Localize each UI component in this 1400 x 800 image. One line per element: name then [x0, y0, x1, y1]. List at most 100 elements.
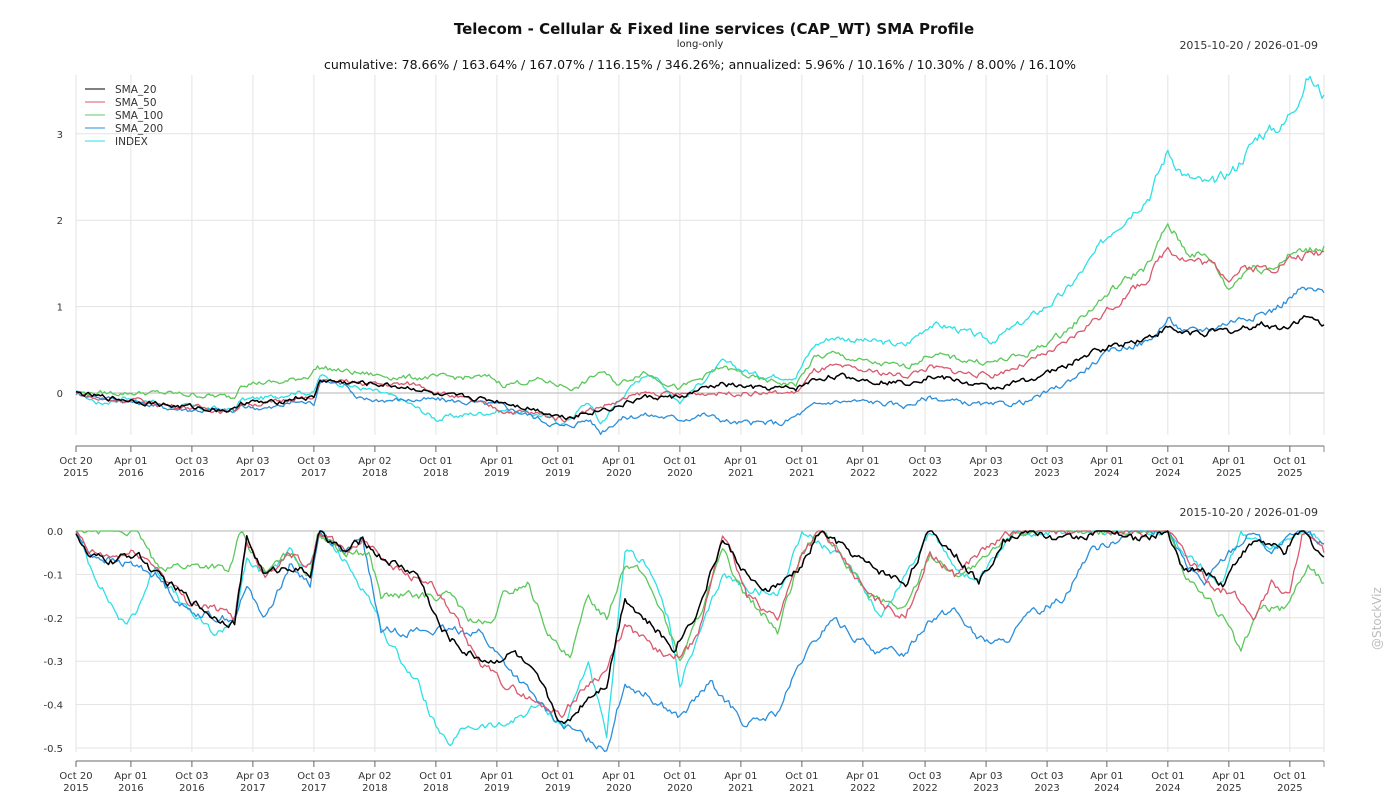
x-tick-label: Apr 01 [1212, 771, 1245, 782]
x-tick-label: 2022 [912, 468, 937, 479]
performance-stats: cumulative: 78.66% / 163.64% / 167.07% /… [323, 57, 1077, 72]
x-tick-label: Apr 01 [1090, 456, 1123, 467]
x-tick-label: 2025 [1277, 468, 1302, 479]
x-tick-label: 2020 [606, 468, 631, 479]
date-range-bottom: 2015-10-20 / 2026-01-09 [1179, 506, 1318, 519]
series-line-sma-100 [75, 223, 1325, 400]
x-tick-label: 2023 [973, 783, 998, 794]
x-tick-label: 2018 [362, 783, 387, 794]
series-line-sma-50 [75, 530, 1325, 719]
series-line-sma-20 [75, 315, 1325, 421]
x-tick-label: Oct 20 [59, 771, 92, 782]
series-line-index [75, 75, 1325, 427]
x-tick-label: Apr 02 [358, 771, 391, 782]
x-tick-label: Oct 03 [175, 456, 208, 467]
x-tick-label: Oct 01 [419, 456, 452, 467]
x-tick-label: 2018 [362, 468, 387, 479]
x-tick-label: Oct 01 [1273, 456, 1306, 467]
chart-subtitle: long-only [676, 39, 724, 50]
x-tick-label: Oct 01 [419, 771, 452, 782]
legend-label: SMA_100 [115, 110, 163, 122]
x-tick-label: Oct 01 [663, 771, 696, 782]
x-tick-label: 2025 [1216, 783, 1241, 794]
x-tick-label: Apr 01 [114, 771, 147, 782]
x-tick-label: 2022 [912, 783, 937, 794]
x-tick-label: Oct 01 [1151, 456, 1184, 467]
x-tick-label: 2020 [667, 468, 692, 479]
legend-label: INDEX [115, 136, 148, 148]
x-tick-label: 2015 [63, 468, 88, 479]
x-tick-label: 2019 [484, 783, 509, 794]
x-tick-label: 2019 [545, 783, 570, 794]
x-tick-label: Apr 03 [236, 456, 269, 467]
x-tick-label: 2016 [118, 783, 143, 794]
x-tick-label: 2016 [118, 468, 143, 479]
y-tick-label: 0.0 [47, 527, 63, 538]
x-tick-label: 2019 [484, 468, 509, 479]
x-tick-label: 2021 [789, 468, 814, 479]
x-tick-label: Apr 01 [602, 456, 635, 467]
x-tick-label: 2018 [423, 783, 448, 794]
x-tick-label: 2021 [728, 468, 753, 479]
x-tick-label: 2017 [301, 783, 326, 794]
x-tick-label: Oct 01 [785, 456, 818, 467]
x-tick-label: Apr 03 [969, 771, 1002, 782]
series-line-sma-50 [76, 246, 1325, 423]
y-tick-label: 2 [57, 216, 63, 227]
x-tick-label: 2015 [63, 783, 88, 794]
x-tick-label: 2017 [240, 783, 265, 794]
x-tick-label: 2021 [728, 783, 753, 794]
x-tick-label: 2016 [179, 783, 204, 794]
x-tick-label: 2017 [301, 468, 326, 479]
x-tick-label: 2018 [423, 468, 448, 479]
x-tick-label: 2019 [545, 468, 570, 479]
x-tick-label: Apr 01 [602, 771, 635, 782]
x-tick-label: Oct 03 [1030, 456, 1063, 467]
x-tick-label: Oct 03 [297, 456, 330, 467]
y-tick-label: -0.5 [43, 744, 63, 755]
x-tick-label: Apr 01 [846, 771, 879, 782]
x-tick-label: Oct 01 [541, 771, 574, 782]
x-tick-label: 2024 [1155, 783, 1180, 794]
x-tick-label: Oct 01 [541, 456, 574, 467]
series-line-index [75, 530, 1325, 747]
series-line-sma-20 [75, 530, 1325, 725]
x-tick-label: 2023 [1034, 783, 1059, 794]
x-tick-label: Apr 01 [724, 456, 757, 467]
x-tick-label: Oct 03 [1030, 771, 1063, 782]
y-tick-label: -0.1 [43, 570, 63, 581]
series-line-sma-200 [75, 530, 1325, 753]
x-tick-label: Apr 01 [480, 771, 513, 782]
y-tick-label: 1 [57, 303, 63, 314]
x-tick-label: Apr 01 [724, 771, 757, 782]
x-tick-label: Oct 01 [663, 456, 696, 467]
x-tick-label: Oct 03 [908, 771, 941, 782]
x-tick-label: Apr 02 [358, 456, 391, 467]
x-tick-label: Oct 01 [1151, 771, 1184, 782]
x-tick-label: 2020 [667, 783, 692, 794]
date-range-top: 2015-10-20 / 2026-01-09 [1179, 39, 1318, 52]
x-tick-label: 2022 [850, 468, 875, 479]
y-tick-label: -0.3 [43, 657, 63, 668]
x-tick-label: Oct 20 [59, 456, 92, 467]
x-tick-label: Oct 03 [297, 771, 330, 782]
x-tick-label: Apr 01 [1090, 771, 1123, 782]
series-line-sma-100 [76, 530, 1324, 662]
x-tick-label: 2016 [179, 468, 204, 479]
x-tick-label: Oct 01 [1273, 771, 1306, 782]
x-tick-label: 2025 [1277, 783, 1302, 794]
x-tick-label: 2024 [1094, 783, 1119, 794]
x-tick-label: 2020 [606, 783, 631, 794]
legend-label: SMA_200 [115, 123, 163, 135]
x-tick-label: Oct 03 [908, 456, 941, 467]
x-tick-label: Oct 01 [785, 771, 818, 782]
y-tick-label: 3 [57, 130, 63, 141]
x-tick-label: Apr 01 [114, 456, 147, 467]
x-tick-label: 2022 [850, 783, 875, 794]
series-line-sma-200 [75, 286, 1325, 436]
x-tick-label: Apr 01 [480, 456, 513, 467]
